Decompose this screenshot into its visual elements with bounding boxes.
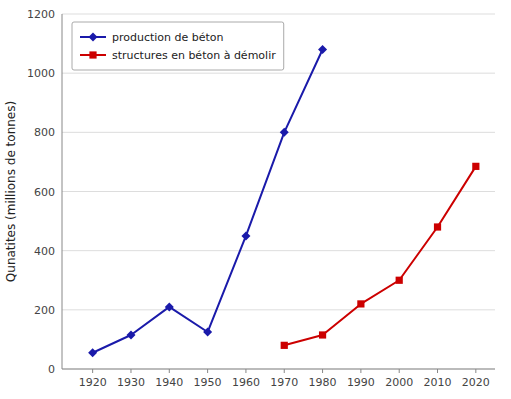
grid-line [62, 369, 495, 370]
x-tick [245, 369, 246, 373]
series [281, 163, 480, 349]
x-tick-label: 2000 [385, 376, 413, 389]
y-tick-label: 400 [34, 245, 55, 258]
legend: production de béton structures en béton à… [72, 22, 284, 70]
grid-line [62, 309, 495, 310]
x-axis-line [62, 369, 495, 370]
x-tick-label: 2010 [424, 376, 452, 389]
x-tick-label: 1960 [232, 376, 260, 389]
x-tick [360, 369, 361, 373]
x-tick-label: 1970 [270, 376, 298, 389]
point-marker [88, 348, 97, 357]
point-marker [280, 128, 289, 137]
y-tick-label: 1200 [27, 8, 55, 21]
x-tick-label: 1950 [194, 376, 222, 389]
x-tick [130, 369, 131, 373]
grid-line [62, 73, 495, 74]
x-tick [475, 369, 476, 373]
y-tick-label: 1000 [27, 67, 55, 80]
y-axis-label: Qunatites (millions de tonnes) [4, 101, 18, 282]
point-marker [396, 277, 403, 284]
series [88, 45, 327, 357]
point-marker [472, 163, 479, 170]
chart: 0 200 400 600 800 1000 1200 1920 1930 1940 1950 196… [0, 0, 511, 399]
series-line [284, 166, 476, 345]
x-tick-label: 1920 [79, 376, 107, 389]
series-line [93, 50, 323, 353]
point-marker [434, 223, 441, 230]
x-tick [92, 369, 93, 373]
grid [62, 14, 495, 369]
x-tick-label: 1940 [155, 376, 183, 389]
point-marker [319, 331, 326, 338]
x-tick-label: 1980 [309, 376, 337, 389]
x-axis: 1920 1930 1940 1950 1960 1970 1980 1990 2000 2010… [62, 369, 495, 389]
plot-area [88, 45, 479, 357]
legend-box [72, 22, 284, 70]
x-tick [322, 369, 323, 373]
x-tick-label: 1990 [347, 376, 375, 389]
point-marker [126, 330, 135, 339]
y-tick-label: 800 [34, 126, 55, 139]
grid-line [62, 191, 495, 192]
x-tick [437, 369, 438, 373]
x-tick-label: 1930 [117, 376, 145, 389]
x-tick [284, 369, 285, 373]
grid-line [62, 250, 495, 251]
legend-label: production de béton [112, 31, 224, 44]
legend-marker [89, 33, 98, 42]
legend-label: structures en béton à démolir [112, 49, 276, 62]
y-axis-line [62, 14, 63, 369]
legend-marker [89, 51, 96, 58]
x-tick [169, 369, 170, 373]
y-tick-label: 600 [34, 186, 55, 199]
point-marker [203, 328, 212, 337]
y-tick-label: 0 [48, 363, 55, 376]
point-marker [357, 300, 364, 307]
x-tick [399, 369, 400, 373]
point-marker [241, 231, 250, 240]
grid-line [62, 132, 495, 133]
point-marker [165, 302, 174, 311]
y-axis: 0 200 400 600 800 1000 1200 [27, 8, 62, 376]
point-marker [281, 342, 288, 349]
point-marker [318, 45, 327, 54]
grid-line [62, 14, 495, 15]
x-tick-label: 2020 [462, 376, 490, 389]
x-tick [207, 369, 208, 373]
y-tick-label: 200 [34, 304, 55, 317]
